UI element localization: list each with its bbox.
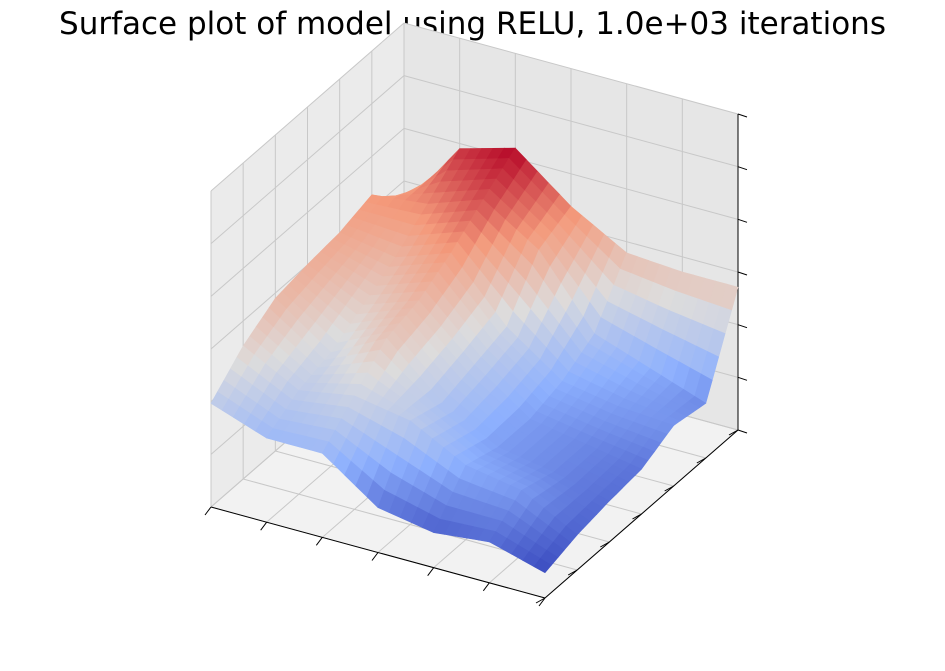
x-tick: [538, 597, 546, 607]
z-tick: [737, 113, 748, 118]
y-tick: [632, 513, 642, 520]
grid-line: [210, 22, 405, 192]
y-tick: [728, 429, 739, 436]
x-tick: [260, 521, 268, 531]
z-tick: [737, 166, 748, 171]
grid-line: [403, 22, 739, 115]
y-tick: [664, 485, 674, 492]
axes-ticks: [204, 113, 748, 607]
x-tick: [427, 567, 435, 576]
y-tick: [567, 569, 578, 576]
y-tick: [535, 597, 546, 604]
z-tick: [737, 271, 748, 276]
y-tick: [696, 457, 707, 464]
z-tick: [737, 218, 748, 223]
chart-title: Surface plot of model using RELU, 1.0e+0…: [59, 6, 886, 42]
y-tick: [600, 541, 610, 548]
z-tick: [737, 324, 748, 329]
x-tick: [315, 537, 323, 546]
x-tick: [204, 506, 212, 516]
x-tick: [482, 582, 490, 592]
z-tick: [737, 376, 748, 381]
surface-mesh: [210, 147, 739, 574]
surface-cell: [533, 558, 552, 574]
x-tick: [371, 552, 379, 561]
z-tick: [737, 429, 748, 434]
